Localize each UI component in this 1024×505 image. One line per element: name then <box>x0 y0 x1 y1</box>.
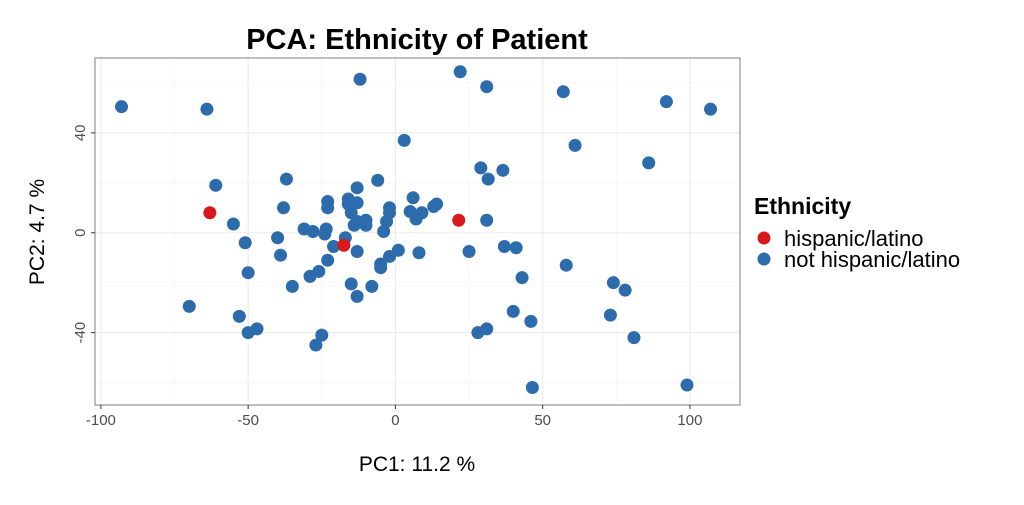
point-not-hispanic-latino <box>274 248 288 262</box>
point-not-hispanic-latino <box>480 213 494 227</box>
point-not-hispanic-latino <box>627 331 641 345</box>
point-not-hispanic-latino <box>115 100 129 114</box>
grid <box>95 58 740 405</box>
point-not-hispanic-latino <box>559 258 573 272</box>
point-not-hispanic-latino <box>603 308 617 322</box>
y-tick-label: 40 <box>72 125 89 142</box>
x-axis-label: PC1: 11.2 % <box>359 453 475 476</box>
point-not-hispanic-latino <box>391 243 405 257</box>
point-not-hispanic-latino <box>606 276 620 290</box>
point-not-hispanic-latino <box>182 299 196 313</box>
point-not-hispanic-latino <box>496 163 510 177</box>
point-not-hispanic-latino <box>306 225 320 238</box>
point-not-hispanic-latino <box>371 173 385 187</box>
point-not-hispanic-latino <box>397 133 411 147</box>
x-tick-label: -100 <box>86 412 116 429</box>
point-not-hispanic-latino <box>209 178 223 192</box>
point-not-hispanic-latino <box>659 95 673 109</box>
data-points <box>115 65 718 395</box>
legend-title: Ethnicity <box>754 193 851 219</box>
point-not-hispanic-latino <box>238 236 252 250</box>
y-tick-label: -40 <box>72 322 89 344</box>
point-not-hispanic-latino <box>515 271 529 285</box>
point-not-hispanic-latino <box>200 102 214 116</box>
x-tick-label: 50 <box>534 412 551 429</box>
point-not-hispanic-latino <box>350 244 364 258</box>
point-not-hispanic-latino <box>556 85 570 99</box>
point-not-hispanic-latino <box>480 80 494 94</box>
point-not-hispanic-latino <box>453 65 467 79</box>
y-tick-label: 0 <box>72 229 89 237</box>
point-not-hispanic-latino <box>377 225 391 238</box>
point-not-hispanic-latino <box>350 196 364 210</box>
point-not-hispanic-latino <box>406 191 420 205</box>
point-not-hispanic-latino <box>241 326 255 340</box>
point-not-hispanic-latino <box>303 269 317 283</box>
point-not-hispanic-latino <box>344 277 358 291</box>
point-not-hispanic-latino <box>365 279 379 293</box>
point-not-hispanic-latino <box>474 161 488 175</box>
point-not-hispanic-latino <box>412 246 426 260</box>
x-tick-label: 100 <box>677 412 702 429</box>
point-not-hispanic-latino <box>353 72 367 86</box>
point-not-hispanic-latino <box>374 261 388 275</box>
point-not-hispanic-latino <box>509 241 523 255</box>
point-not-hispanic-latino <box>319 222 333 236</box>
point-not-hispanic-latino <box>276 201 290 215</box>
point-hispanic-latino <box>337 238 351 252</box>
plot-border <box>94 57 741 406</box>
point-not-hispanic-latino <box>309 338 323 352</box>
point-not-hispanic-latino <box>350 181 364 195</box>
point-not-hispanic-latino <box>524 314 538 328</box>
point-not-hispanic-latino <box>480 322 494 336</box>
legend-key-hispanic-latino <box>757 231 771 245</box>
point-not-hispanic-latino <box>350 289 364 303</box>
point-not-hispanic-latino <box>497 239 511 253</box>
point-not-hispanic-latino <box>327 239 341 253</box>
point-not-hispanic-latino <box>321 201 335 215</box>
point-not-hispanic-latino <box>315 328 329 342</box>
point-not-hispanic-latino <box>430 197 444 211</box>
point-not-hispanic-latino <box>279 172 293 186</box>
legend: Ethnicity hispanic/latino not hispanic/l… <box>754 193 960 272</box>
chart-title: PCA: Ethnicity of Patient <box>246 24 588 56</box>
x-tick-label: -50 <box>237 412 259 429</box>
point-not-hispanic-latino <box>506 304 520 318</box>
point-not-hispanic-latino <box>409 212 423 226</box>
point-hispanic-latino <box>452 213 466 227</box>
point-not-hispanic-latino <box>680 378 694 392</box>
point-not-hispanic-latino <box>241 266 255 280</box>
x-tick-label: 0 <box>391 412 399 429</box>
point-not-hispanic-latino <box>321 253 335 267</box>
legend-key-not-hispanic-latino <box>757 252 771 266</box>
point-not-hispanic-latino <box>271 231 285 245</box>
point-not-hispanic-latino <box>525 381 539 395</box>
y-axis-label: PC2: 4.7 % <box>26 179 49 285</box>
point-not-hispanic-latino <box>704 102 718 116</box>
point-not-hispanic-latino <box>642 156 656 170</box>
point-not-hispanic-latino <box>481 172 495 186</box>
point-not-hispanic-latino <box>380 215 394 229</box>
point-not-hispanic-latino <box>568 138 582 152</box>
axis-ticks: -100 -50 0 50 100 -40 0 40 <box>72 125 702 429</box>
point-not-hispanic-latino <box>359 218 373 232</box>
point-not-hispanic-latino <box>232 309 246 323</box>
point-hispanic-latino <box>203 206 217 220</box>
point-not-hispanic-latino <box>285 279 299 293</box>
legend-label-not-hispanic-latino: not hispanic/latino <box>784 247 960 272</box>
point-not-hispanic-latino <box>462 244 476 258</box>
point-not-hispanic-latino <box>226 217 240 231</box>
point-not-hispanic-latino <box>618 283 632 297</box>
legend-label-hispanic-latino: hispanic/latino <box>784 226 923 251</box>
